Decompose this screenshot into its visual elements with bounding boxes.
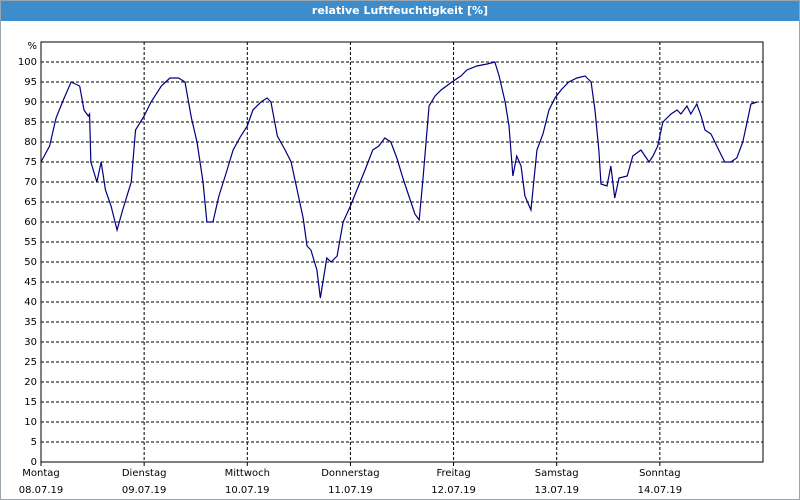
y-tick-label: 0 (31, 457, 37, 468)
x-tick-label: Montag (22, 468, 59, 479)
y-tick-label: 15 (24, 397, 37, 408)
plot-border (40, 41, 764, 463)
y-tick-label: 55 (24, 237, 37, 248)
y-tick-label: 25 (24, 357, 37, 368)
y-tick-label: 40 (24, 297, 37, 308)
y-tick-label: 90 (24, 97, 37, 108)
x-tick-label: Freitag (436, 468, 470, 479)
y-tick-label: 70 (24, 177, 37, 188)
x-tick-label: Donnerstag (321, 468, 379, 479)
x-tick-label: Dienstag (122, 468, 167, 479)
x-tick-date: 09.07.19 (122, 485, 167, 496)
data-line (40, 61, 758, 299)
y-tick-label: 65 (24, 197, 37, 208)
y-tick-label: 85 (24, 117, 37, 128)
y-tick-label: 20 (24, 377, 37, 388)
y-tick-label: 35 (24, 317, 37, 328)
y-tick-label: 75 (24, 157, 37, 168)
y-tick-label: 10 (24, 417, 37, 428)
x-tick-date: 12.07.19 (431, 485, 476, 496)
y-tick-label: 95 (24, 77, 37, 88)
x-tick-date: 11.07.19 (328, 485, 373, 496)
x-tick-label: Samstag (535, 468, 579, 479)
chart: % 0 5 10 15 20 25 30 35 40 45 50 55 60 65 70 75 80 85 90 95… (18, 41, 764, 496)
x-tick-label: Sonntag (639, 468, 681, 479)
y-tick-label: 45 (24, 277, 37, 288)
y-tick-label: 60 (24, 217, 37, 228)
plot-area (40, 41, 764, 463)
x-tick-date: 14.07.19 (638, 485, 683, 496)
y-tick-label: 5 (31, 437, 37, 448)
x-tick-date: 08.07.19 (19, 485, 64, 496)
x-tick-label: Mittwoch (225, 468, 270, 479)
title-bar: relative Luftfeuchtigkeit [%] (1, 1, 799, 21)
x-tick-date: 13.07.19 (534, 485, 579, 496)
y-unit: % (27, 41, 37, 52)
y-tick-label: 80 (24, 137, 37, 148)
y-tick-label: 50 (24, 257, 37, 268)
y-tick-label: 30 (24, 337, 37, 348)
y-tick-label: 100 (18, 57, 37, 68)
x-tick-date: 10.07.19 (225, 485, 270, 496)
